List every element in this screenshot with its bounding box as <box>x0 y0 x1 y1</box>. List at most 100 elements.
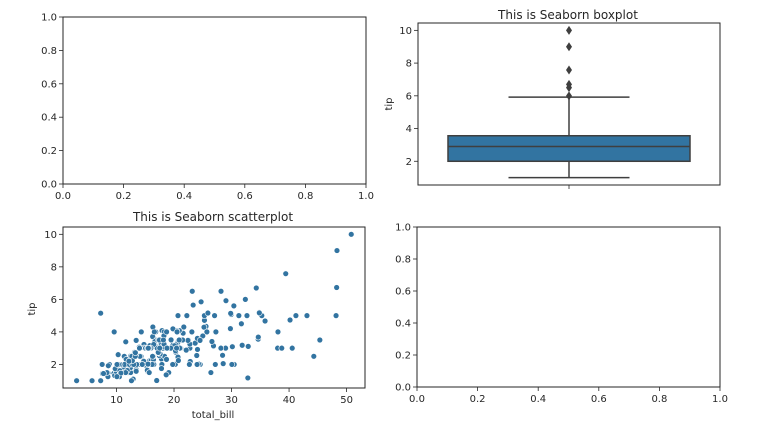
scatter-point <box>128 377 135 384</box>
boxplot-outlier <box>566 91 572 101</box>
scatter-point <box>211 312 218 319</box>
scatterplot-x-tick-label: 50 <box>340 395 353 406</box>
scatter-point <box>110 328 118 336</box>
scatter-point <box>97 309 104 317</box>
boxplot-box <box>447 134 691 163</box>
scatter-point <box>310 353 318 360</box>
boxplot-elements: 2 4 6 8 10 <box>399 25 691 189</box>
scatter-point <box>158 365 165 372</box>
scatterplot-y-tick-label: 10 <box>44 230 57 241</box>
scatter-point <box>97 377 104 384</box>
scatter-point <box>282 270 289 277</box>
scatter-point <box>132 337 140 344</box>
scatter-point <box>125 357 133 365</box>
scatter-point <box>189 288 196 295</box>
scatter-point <box>98 361 106 368</box>
subplot-scatterplot: This is Seaborn scatterplot tip total_bi… <box>27 210 366 421</box>
boxplot-title: This is Seaborn boxplot <box>497 8 638 22</box>
scatter-point <box>227 325 234 332</box>
scatter-point <box>146 369 153 376</box>
scatter-point <box>189 301 197 309</box>
scatter-point <box>175 357 182 364</box>
scatter-point <box>278 344 285 352</box>
scatter-point <box>212 328 220 336</box>
scatter-point <box>197 298 205 306</box>
bottom-right-frame <box>416 226 721 388</box>
top-left-ticks: 0.0 0.2 0.4 0.6 0.8 1.0 0.0 0.2 0.4 0.6 0.8 1.0 <box>41 13 374 203</box>
bottom-right-y-tick-label: 0.0 <box>395 383 411 394</box>
scatter-point <box>169 361 176 368</box>
scatter-point <box>149 353 156 360</box>
scatterplot-elements: 10 20 30 40 50 2 4 6 8 10 <box>44 230 355 406</box>
scatter-point <box>144 360 152 368</box>
scatter-point <box>245 343 252 350</box>
scatter-point <box>289 344 296 352</box>
scatter-point <box>136 344 143 352</box>
scatter-point <box>163 344 171 352</box>
scatter-point <box>173 328 181 336</box>
scatter-point <box>261 317 269 325</box>
scatter-point <box>153 377 160 384</box>
scatter-point <box>253 284 260 292</box>
scatter-point <box>230 302 238 310</box>
scatter-point <box>139 361 146 368</box>
scatterplot-y-tick-label: 2 <box>51 360 57 371</box>
top-left-frame <box>62 16 367 185</box>
scatter-point <box>333 284 340 291</box>
scatter-point <box>274 328 282 336</box>
scatter-point <box>100 370 107 377</box>
boxplot-outlier <box>566 79 572 89</box>
scatter-point <box>238 342 246 349</box>
top-left-y-tick-label: 0.6 <box>41 79 57 90</box>
bottom-right-y-tick-label: 0.4 <box>395 319 411 330</box>
scatter-point <box>292 312 300 319</box>
subplot-top-left: 0.0 0.2 0.4 0.6 0.8 1.0 0.0 0.2 0.4 0.6 0.8 1.0 <box>41 13 374 203</box>
bottom-right-y-tick-label: 0.8 <box>395 255 411 266</box>
scatter-point <box>162 371 170 379</box>
scatter-point <box>193 361 201 368</box>
scatter-point <box>227 310 234 317</box>
scatter-point <box>235 312 243 319</box>
scatter-point <box>256 309 263 317</box>
scatter-point <box>188 328 196 336</box>
scatter-point <box>88 377 96 384</box>
scatter-point <box>175 336 183 344</box>
boxplot-y-tick-label: 6 <box>406 91 412 102</box>
scatterplot-x-tick-label: 40 <box>283 395 296 406</box>
top-left-y-tick-label: 1.0 <box>41 13 57 24</box>
scatterplot-y-tick-label: 8 <box>51 262 57 273</box>
scatter-point <box>151 328 158 336</box>
scatter-point <box>117 369 125 377</box>
scatter-point <box>212 361 219 368</box>
scatter-point <box>286 316 294 324</box>
scatter-point <box>193 352 200 359</box>
top-left-y-tick-label: 0.8 <box>41 46 57 57</box>
scatter-point <box>217 344 225 352</box>
bottom-right-x-tick-label: 1.0 <box>712 394 728 405</box>
scatter-point <box>348 231 355 238</box>
scatter-point <box>173 344 180 352</box>
scatter-point <box>208 338 216 345</box>
top-left-x-tick-label: 0.2 <box>116 191 132 202</box>
scatter-point <box>122 338 129 346</box>
bottom-right-x-tick-label: 0.6 <box>591 394 607 405</box>
scatter-point <box>156 344 163 352</box>
scatterplot-frame <box>62 226 366 389</box>
scatter-point <box>145 344 152 352</box>
boxplot-y-tick-label: 4 <box>406 124 412 135</box>
scatter-point <box>244 374 252 382</box>
scatter-point <box>160 336 167 344</box>
scatter-point <box>207 369 215 376</box>
scatter-point <box>180 323 188 331</box>
scatter-point <box>184 337 192 344</box>
scatter-point <box>255 333 262 341</box>
scatter-point <box>243 312 251 319</box>
scatter-point <box>303 312 311 319</box>
scatter-point <box>167 336 175 344</box>
scatter-point <box>203 328 211 336</box>
top-left-x-tick-label: 0.6 <box>237 191 253 202</box>
top-left-x-tick-label: 0.8 <box>297 191 313 202</box>
scatter-point <box>229 343 236 350</box>
scatterplot-x-label: total_bill <box>192 410 235 421</box>
